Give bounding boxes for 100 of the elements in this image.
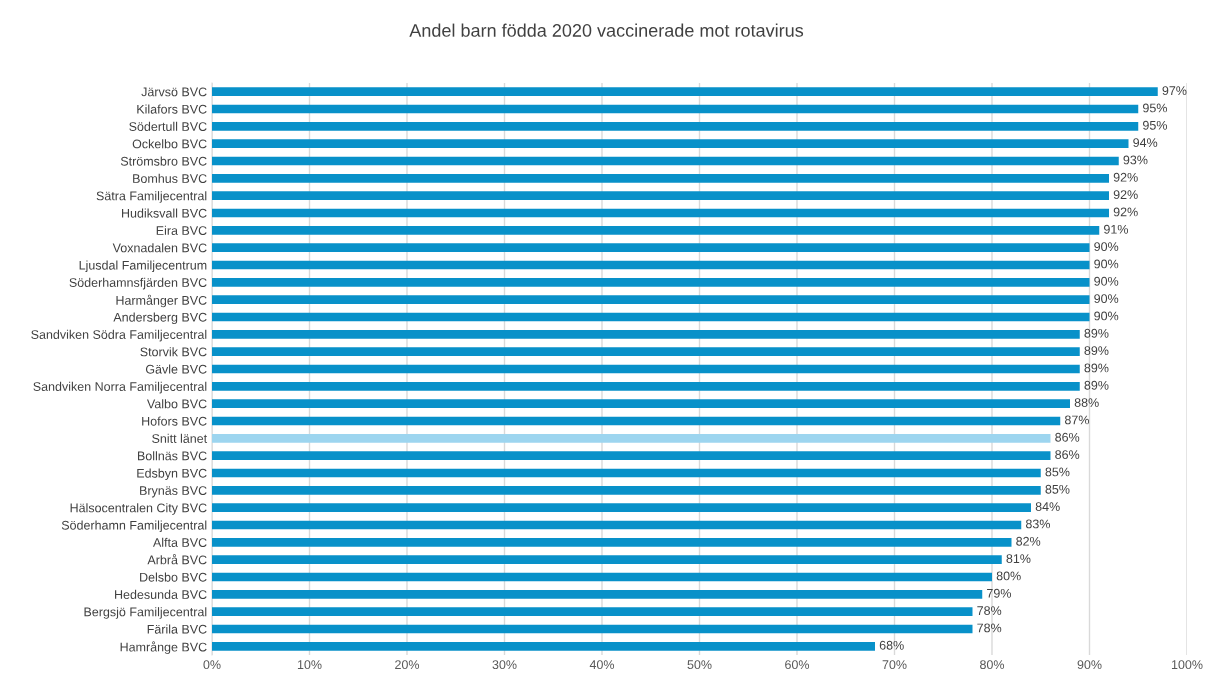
y-tick-label: Bomhus BVC — [133, 173, 207, 183]
data-label: 94% — [1133, 138, 1158, 148]
y-tick-label: Sandviken Norra Familjecentral — [33, 381, 207, 394]
data-label: 88% — [1074, 398, 1099, 408]
y-tick-label: Gävle BVC — [145, 364, 207, 374]
data-label: 97% — [1162, 86, 1187, 96]
bar — [212, 174, 1109, 183]
bar — [212, 278, 1090, 287]
y-tick-label: Kilafors BVC — [137, 104, 207, 114]
data-label: 92% — [1113, 207, 1138, 217]
data-label: 80% — [996, 571, 1021, 581]
data-label: 78% — [977, 623, 1002, 633]
y-tick-label: Andersberg BVC — [113, 312, 207, 325]
bar — [212, 243, 1090, 252]
y-tick-label: Ockelbo BVC — [132, 139, 207, 149]
y-tick-label: Voxnadalen BVC — [112, 243, 207, 253]
data-label: 84% — [1035, 502, 1060, 512]
bar — [212, 156, 1119, 166]
y-tick-label: Sandviken Södra Familjecentral — [31, 329, 207, 342]
y-tick-label: Bollnäs BVC — [137, 451, 207, 461]
bar — [212, 208, 1109, 218]
x-tick-label: 20% — [395, 660, 420, 670]
bar — [212, 434, 1051, 443]
x-tick-label: 100% — [1171, 660, 1203, 670]
y-tick-label: Sätra Familjecentral — [96, 191, 207, 203]
y-tick-label: Delsbo BVC — [140, 572, 207, 582]
data-label: 81% — [1006, 554, 1031, 564]
bar — [212, 572, 992, 582]
data-label: 90% — [1094, 242, 1119, 252]
data-label: 82% — [1016, 536, 1041, 546]
x-tick-label: 70% — [882, 660, 907, 670]
chart-title: Andel barn födda 2020 vaccinerade mot rotavirus — [409, 23, 804, 37]
y-tick-label: Hudiksvall BVC — [122, 208, 207, 218]
bar — [212, 330, 1080, 339]
data-label: 92% — [1113, 190, 1138, 200]
y-tick-label: Valbo BVC — [146, 399, 207, 409]
y-tick-label: Alfta BVC — [152, 537, 207, 547]
x-tick-label: 90% — [1077, 660, 1102, 670]
x-tick-label: 10% — [297, 660, 322, 670]
bar — [212, 139, 1129, 148]
data-label: 89% — [1084, 380, 1109, 390]
data-label: 90% — [1094, 259, 1119, 269]
y-tick-label: Söderhamn Familjecentral — [61, 520, 207, 533]
data-label: 90% — [1094, 294, 1119, 304]
bar — [212, 260, 1090, 270]
x-tick-label: 50% — [687, 660, 712, 670]
bar — [212, 87, 1158, 96]
bar — [212, 538, 1012, 547]
bar — [212, 503, 1031, 512]
data-label: 89% — [1084, 346, 1109, 356]
x-tick-label: 80% — [980, 660, 1005, 670]
bar — [212, 468, 1041, 478]
y-tick-label: Södertull BVC — [129, 121, 207, 131]
bar — [212, 590, 983, 599]
bar — [212, 520, 1022, 530]
y-tick-label: Hofors BVC — [142, 416, 207, 426]
bar — [212, 416, 1061, 426]
data-label: 85% — [1045, 484, 1070, 494]
data-label: 89% — [1084, 328, 1109, 338]
y-tick-label: Edsbyn BVC — [137, 468, 207, 481]
bar — [212, 191, 1109, 200]
data-label: 86% — [1055, 432, 1080, 442]
y-tick-label: Eira BVC — [156, 225, 207, 235]
bar — [212, 399, 1070, 408]
bar — [212, 364, 1080, 374]
bar — [212, 486, 1041, 495]
y-tick-label: Hamrånge BVC — [120, 641, 207, 654]
y-tick-label: Snitt länet — [152, 433, 208, 443]
data-label: 83% — [1025, 519, 1050, 529]
x-tick-label: 40% — [589, 660, 615, 670]
data-label: 91% — [1104, 224, 1128, 234]
y-tick-label: Brynäs BVC — [140, 486, 207, 498]
y-tick-label: Söderhamnsfjärden BVC — [69, 277, 207, 290]
y-tick-label: Arbrå BVC — [147, 554, 207, 565]
y-tick-label: Strömsbro BVC — [120, 156, 207, 166]
bar — [212, 382, 1080, 391]
data-label: 86% — [1055, 450, 1080, 460]
bar — [212, 226, 1100, 235]
bar — [212, 104, 1139, 114]
data-label: 90% — [1094, 311, 1119, 321]
data-label: 85% — [1045, 467, 1070, 477]
bar — [212, 555, 1002, 564]
bar — [212, 624, 973, 634]
y-tick-label: Hälsocentralen City BVC — [70, 503, 207, 515]
bar — [212, 642, 875, 651]
data-label: 95% — [1143, 103, 1167, 113]
x-tick-label: 0% — [203, 660, 221, 670]
x-tick-label: 30% — [492, 660, 517, 670]
bar — [212, 347, 1080, 356]
bar — [212, 295, 1090, 304]
data-label: 79% — [987, 588, 1011, 598]
bar — [212, 451, 1051, 460]
bar — [212, 607, 973, 616]
y-tick-label: Storvik BVC — [140, 347, 207, 357]
y-tick-label: Bergsjö Familjecentral — [84, 607, 207, 619]
data-label: 78% — [977, 606, 1002, 616]
data-label: 95% — [1143, 120, 1167, 130]
x-tick-label: 60% — [785, 660, 810, 670]
bar — [212, 122, 1139, 131]
data-label: 90% — [1094, 276, 1119, 286]
